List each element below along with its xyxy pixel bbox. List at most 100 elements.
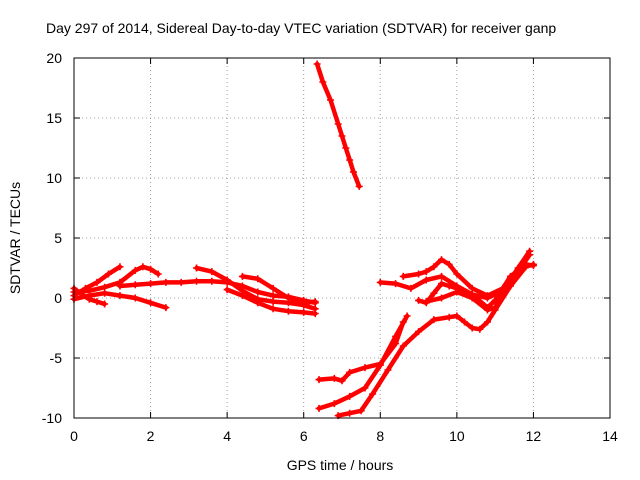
data-point — [162, 278, 170, 286]
data-series — [313, 60, 363, 190]
data-point — [101, 300, 109, 308]
data-series — [315, 318, 407, 385]
data-point — [438, 294, 446, 302]
data-point — [269, 305, 277, 313]
data-point — [311, 298, 319, 306]
axis-ticks: 0 2 4 6 8 10 12 14 -10 -5 0 5 10 15 20 — [42, 50, 618, 444]
data-point — [131, 266, 139, 274]
x-tick-label: 14 — [602, 428, 618, 444]
x-tick-label: 12 — [526, 428, 542, 444]
x-tick-label: 0 — [70, 428, 78, 444]
data-point — [445, 313, 453, 321]
data-point — [269, 292, 277, 300]
data-point — [330, 374, 338, 382]
data-point — [300, 299, 308, 307]
data-point — [162, 304, 170, 312]
data-point — [361, 364, 369, 372]
data-point — [315, 376, 323, 384]
x-tick-label: 8 — [376, 428, 384, 444]
data-point — [355, 182, 363, 190]
data-point — [491, 304, 499, 312]
data-point — [327, 96, 335, 104]
x-tick-label: 10 — [449, 428, 465, 444]
data-point — [338, 377, 346, 385]
data-point — [346, 368, 354, 376]
data-point — [104, 270, 112, 278]
data-point — [453, 270, 461, 278]
y-axis-label: SDTVAR / TECUs — [7, 182, 23, 294]
data-point — [193, 277, 201, 285]
data-point — [430, 316, 438, 324]
x-tick-label: 4 — [223, 428, 231, 444]
data-point — [399, 272, 407, 280]
data-point — [311, 310, 319, 318]
data-point — [483, 318, 491, 326]
y-tick-label: 0 — [54, 290, 62, 306]
data-point — [392, 280, 400, 288]
data-point — [254, 299, 262, 307]
data-point — [399, 318, 407, 326]
data-point — [315, 404, 323, 412]
y-tick-label: -5 — [50, 350, 63, 366]
data-point — [346, 392, 354, 400]
data-point — [116, 282, 124, 290]
data-point — [254, 275, 262, 283]
data-point — [376, 278, 384, 286]
data-point — [422, 268, 430, 276]
data-point — [208, 268, 216, 276]
data-point — [334, 120, 342, 128]
data-point — [422, 276, 430, 284]
data-point — [506, 280, 514, 288]
data-series — [223, 286, 319, 318]
data-point — [269, 298, 277, 306]
data-point — [407, 284, 415, 292]
plot-frame — [73, 57, 611, 419]
data-series — [415, 260, 537, 312]
data-series — [422, 280, 514, 314]
data-point — [468, 324, 476, 332]
data-point — [468, 294, 476, 302]
data-point — [154, 270, 162, 278]
y-tick-label: 10 — [46, 170, 62, 186]
data-point — [357, 407, 365, 415]
y-tick-label: 5 — [54, 230, 62, 246]
series-trace — [117, 278, 318, 306]
x-tick-label: 2 — [147, 428, 155, 444]
grid — [74, 58, 610, 418]
data-point — [369, 390, 377, 398]
data-point — [415, 270, 423, 278]
data-point — [453, 312, 461, 320]
data-point — [238, 272, 246, 280]
data-point — [349, 168, 357, 176]
chart-title: Day 297 of 2014, Sidereal Day-to-day VTE… — [46, 20, 556, 36]
data-point — [147, 265, 155, 273]
data-point — [147, 280, 155, 288]
data-point — [522, 260, 530, 268]
data-point — [526, 251, 534, 259]
data-point — [483, 306, 491, 314]
data-point — [238, 292, 246, 300]
data-point — [438, 272, 446, 280]
data-point — [131, 294, 139, 302]
data-point — [529, 262, 537, 270]
data-point — [93, 278, 101, 286]
data-point — [330, 400, 338, 408]
data-point — [101, 289, 109, 297]
data-point — [342, 144, 350, 152]
data-point — [223, 286, 231, 294]
data-point — [346, 409, 354, 417]
y-tick-label: -10 — [42, 410, 62, 426]
y-tick-label: 15 — [46, 110, 62, 126]
data-point — [208, 277, 216, 285]
data-point — [445, 282, 453, 290]
data-point — [139, 263, 147, 271]
data-point — [101, 283, 109, 291]
data-point — [223, 276, 231, 284]
data-point — [269, 284, 277, 292]
data-point — [483, 292, 491, 300]
data-point — [131, 281, 139, 289]
y-tick-label: 20 — [46, 50, 62, 66]
data-point — [300, 308, 308, 316]
data-point — [361, 384, 369, 392]
